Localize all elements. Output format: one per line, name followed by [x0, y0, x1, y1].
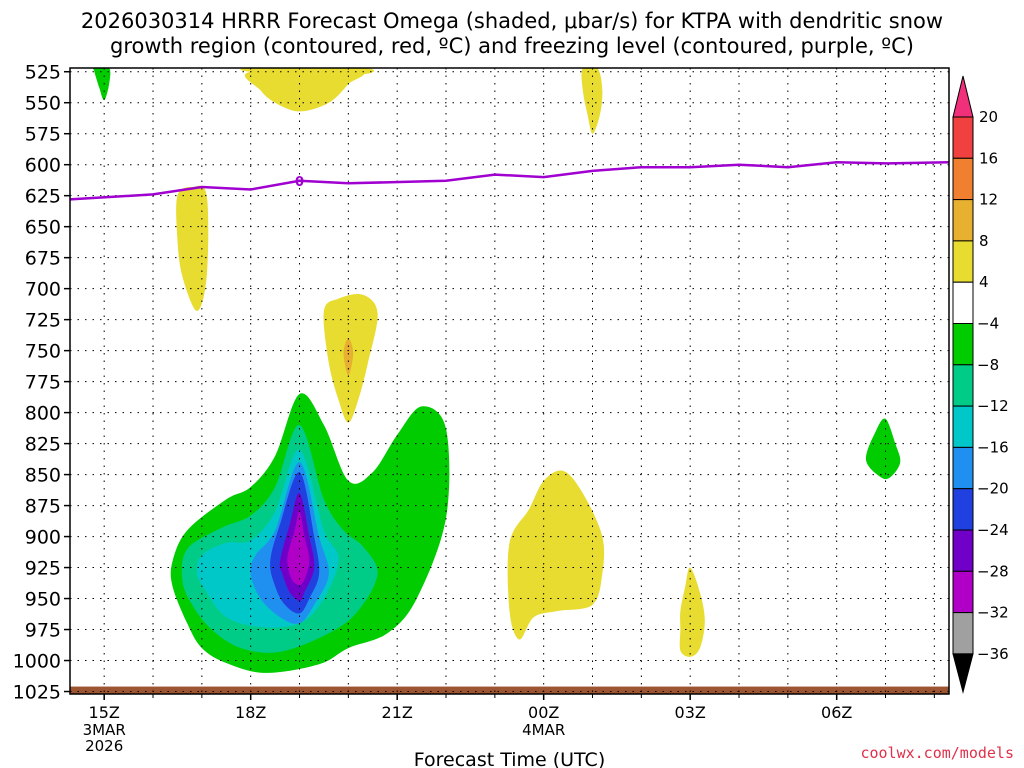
colorbar-label: −16 [977, 438, 1009, 456]
x-tick-sublabel: 3MAR [83, 721, 126, 739]
colorbar-bin [952, 612, 974, 655]
omega-region-yellow-top-right [581, 68, 603, 134]
colorbar-bin [952, 364, 974, 407]
colorbar-bin [952, 570, 974, 614]
y-tick-label: 925 [25, 558, 61, 580]
omega-region-yellow-low-right [679, 567, 705, 657]
omega-region-yellow-top-center [244, 69, 365, 112]
x-tick-sublabel: 2026 [85, 737, 123, 755]
colorbar-bin [952, 446, 974, 490]
freezing-level-line [70, 160, 949, 201]
colorbar-label: 20 [979, 108, 998, 126]
chart-title-line-2: growth region (contoured, red, ºC) and f… [110, 34, 914, 58]
colorbar-label: 12 [979, 191, 998, 209]
colorbar-top-arrow [952, 75, 974, 118]
x-tick-sublabel: 4MAR [522, 721, 565, 739]
y-tick-label: 675 [25, 248, 61, 270]
colorbar-label: −4 [977, 315, 999, 333]
colorbar-label: −36 [977, 645, 1009, 663]
y-tick-label: 1000 [13, 651, 61, 673]
x-tick-label: 15Z [89, 703, 120, 722]
x-tick-label: 18Z [235, 703, 266, 722]
colorbar-label: −24 [977, 521, 1009, 539]
y-tick-label: 800 [25, 403, 61, 425]
colorbar-bin [952, 157, 974, 201]
colorbar-label: −20 [977, 480, 1009, 498]
colorbar-bin [952, 116, 974, 159]
y-tick-label: 975 [25, 620, 61, 642]
y-tick-label: 525 [25, 62, 61, 84]
colorbar-bin [952, 323, 974, 366]
omega-region-yellow-mid-left [176, 185, 209, 311]
y-tick-label: 875 [25, 496, 61, 518]
y-tick-label: 1025 [13, 682, 61, 704]
colorbar-label: −32 [977, 604, 1009, 622]
colorbar-label: −12 [977, 397, 1009, 415]
y-tick-label: 850 [25, 465, 61, 487]
y-tick-label: 550 [25, 93, 61, 115]
colorbar-bin [952, 529, 974, 572]
x-axis-label: Forecast Time (UTC) [414, 749, 605, 768]
x-tick-label: 06Z [821, 703, 852, 722]
x-tick-label: 00Z [528, 703, 559, 722]
colorbar-bin [952, 405, 974, 448]
omega-region-orange-streak [343, 338, 354, 376]
y-axis: 525 550 575 600 625 650 675 700 725 750 775 800 825 8… [13, 62, 70, 704]
colorbar-label: 16 [979, 149, 998, 167]
omega-shading-layer [93, 68, 901, 673]
y-tick-label: 750 [25, 341, 61, 363]
colorbar-bin [952, 281, 974, 325]
chart-title-line-1: 2026030314 HRRR Forecast Omega (shaded, … [80, 9, 944, 33]
freezing-level-label: 0 [295, 175, 304, 190]
colorbar-bin [952, 240, 974, 283]
y-tick-label: 650 [25, 217, 61, 239]
y-tick-label: 725 [25, 310, 61, 332]
y-tick-label: 625 [25, 186, 61, 208]
y-tick-label: 950 [25, 589, 61, 611]
x-tick-label: 03Z [675, 703, 706, 722]
y-tick-label: 900 [25, 527, 61, 549]
colorbar: 20 16 12 8 4 −4 −8 −12 −16 −20 −24 −28 −32 −36 [952, 75, 1009, 694]
y-tick-label: 825 [25, 434, 61, 456]
colorbar-bin [952, 488, 974, 531]
colorbar-label: −28 [977, 562, 1009, 580]
omega-region-magenta-core [287, 511, 310, 586]
y-tick-label: 575 [25, 124, 61, 146]
y-tick-label: 700 [25, 279, 61, 301]
colorbar-label: 8 [979, 232, 989, 250]
omega-region-green-right [865, 418, 901, 480]
credit-text: coolwx.com/models [860, 744, 1014, 762]
y-tick-label: 600 [25, 155, 61, 177]
colorbar-bin [952, 199, 974, 242]
colorbar-label: −8 [977, 356, 999, 374]
omega-region-green-top-left [93, 68, 111, 101]
surface-band [70, 686, 949, 694]
colorbar-label: 4 [979, 273, 989, 291]
x-tick-label: 21Z [382, 703, 413, 722]
colorbar-bottom-arrow [952, 653, 974, 694]
omega-region-yellow-low-center [507, 470, 605, 640]
y-tick-label: 775 [25, 372, 61, 394]
